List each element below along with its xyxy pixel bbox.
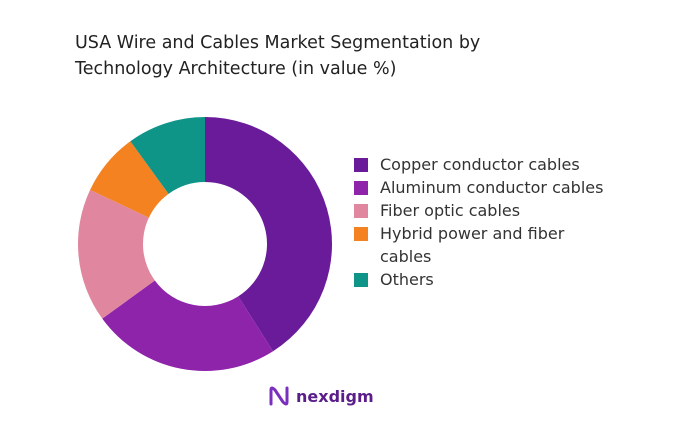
donut-slice bbox=[102, 280, 274, 371]
donut-slice bbox=[130, 117, 205, 194]
logo-text: nexdigm bbox=[296, 386, 374, 406]
legend-item: Copper conductor cables bbox=[354, 153, 604, 176]
legend-label: Fiber optic cables bbox=[380, 201, 521, 220]
legend-swatch bbox=[354, 158, 368, 172]
legend-item: Others bbox=[354, 268, 604, 291]
legend-swatch bbox=[354, 181, 368, 195]
legend: Copper conductor cables Aluminum conducto… bbox=[354, 153, 604, 291]
donut-slice bbox=[78, 189, 155, 319]
legend-label: Hybrid power and fiber cables bbox=[380, 224, 565, 266]
legend-item: Fiber optic cables bbox=[354, 199, 604, 222]
legend-swatch bbox=[354, 204, 368, 218]
donut-slice bbox=[90, 141, 169, 218]
legend-swatch bbox=[354, 273, 368, 287]
legend-swatch bbox=[354, 227, 368, 241]
legend-item: Hybrid power and fiber cables bbox=[354, 222, 604, 268]
legend-item: Aluminum conductor cables bbox=[354, 176, 604, 199]
chart-title: USA Wire and Cables Market Segmentation … bbox=[75, 33, 481, 79]
logo-icon bbox=[269, 386, 289, 406]
legend-label: Copper conductor cables bbox=[380, 155, 580, 174]
legend-label: Others bbox=[380, 270, 434, 289]
donut-slice bbox=[205, 117, 332, 352]
logo: nexdigm bbox=[268, 384, 374, 408]
legend-label: Aluminum conductor cables bbox=[380, 178, 604, 197]
